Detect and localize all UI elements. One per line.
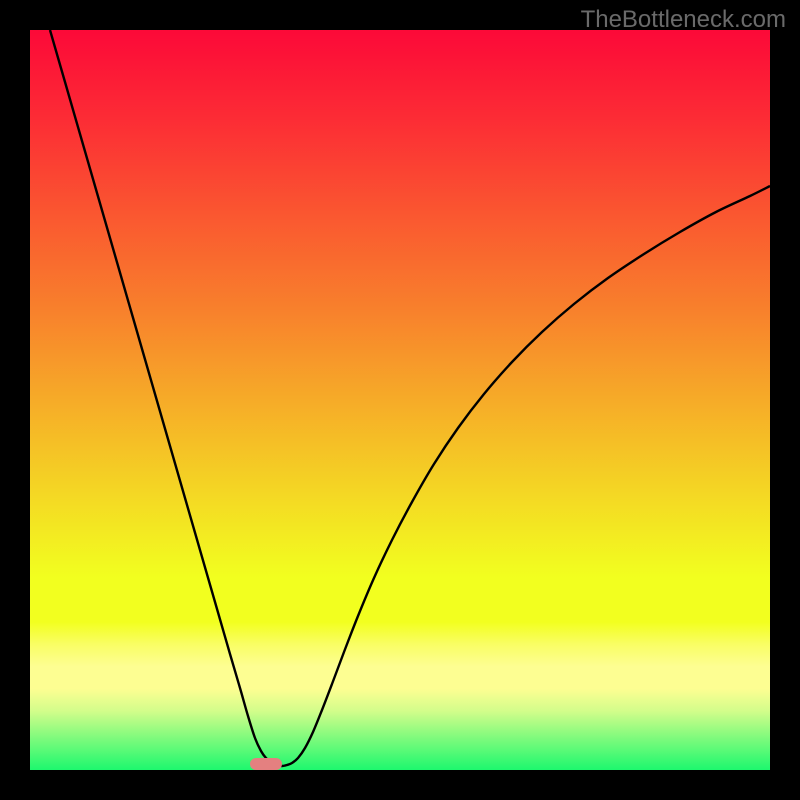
plot-area (30, 30, 770, 770)
min-marker (250, 758, 282, 770)
chart-container: TheBottleneck.com (0, 0, 800, 800)
curve-line (30, 30, 770, 770)
watermark-label: TheBottleneck.com (581, 6, 786, 34)
